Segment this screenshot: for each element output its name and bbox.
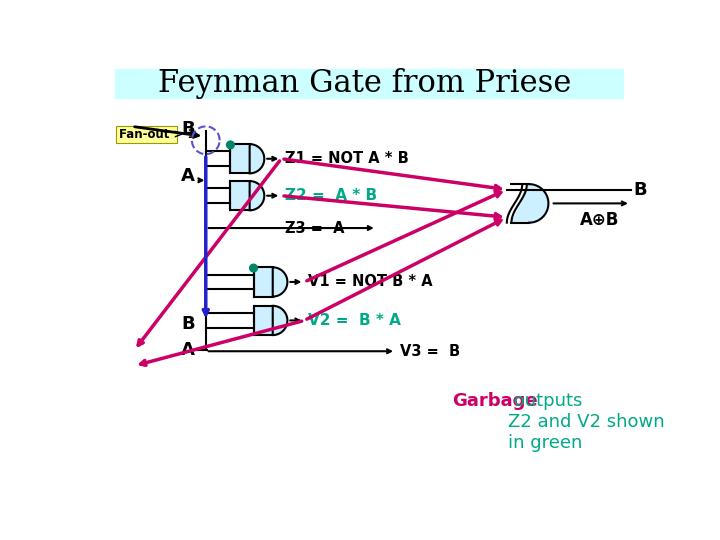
Text: Garbage: Garbage bbox=[452, 392, 538, 410]
Text: A: A bbox=[181, 341, 195, 359]
Text: B: B bbox=[633, 180, 647, 199]
Polygon shape bbox=[250, 144, 264, 173]
Polygon shape bbox=[511, 184, 549, 222]
Circle shape bbox=[250, 264, 257, 272]
Text: B: B bbox=[181, 315, 195, 333]
Text: outputs
Z2 and V2 shown
in green: outputs Z2 and V2 shown in green bbox=[508, 392, 665, 451]
Text: Feynman Gate from Priese: Feynman Gate from Priese bbox=[158, 68, 572, 99]
Polygon shape bbox=[250, 181, 264, 211]
Text: A⊕B: A⊕B bbox=[580, 211, 620, 230]
Circle shape bbox=[227, 141, 234, 148]
Text: V3 =  B: V3 = B bbox=[400, 344, 460, 359]
Polygon shape bbox=[253, 306, 273, 335]
Text: B: B bbox=[181, 120, 195, 138]
Text: A: A bbox=[181, 167, 195, 185]
Text: Z1 = NOT A * B: Z1 = NOT A * B bbox=[285, 151, 409, 166]
FancyBboxPatch shape bbox=[116, 126, 177, 143]
Polygon shape bbox=[273, 267, 287, 296]
Text: Fan-out > 1: Fan-out > 1 bbox=[119, 127, 195, 140]
Polygon shape bbox=[273, 306, 287, 335]
Text: V1 = NOT B * A: V1 = NOT B * A bbox=[308, 274, 433, 289]
Text: Z2 =  A * B: Z2 = A * B bbox=[285, 188, 377, 203]
Text: Z3 =  A: Z3 = A bbox=[285, 220, 345, 235]
Text: V2 =  B * A: V2 = B * A bbox=[308, 313, 401, 328]
Polygon shape bbox=[253, 267, 273, 296]
Polygon shape bbox=[230, 144, 250, 173]
Polygon shape bbox=[230, 181, 250, 211]
FancyBboxPatch shape bbox=[115, 69, 623, 98]
